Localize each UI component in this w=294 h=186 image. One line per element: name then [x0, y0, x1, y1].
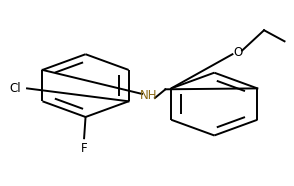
Text: F: F	[81, 142, 87, 155]
Text: Cl: Cl	[9, 82, 21, 95]
Text: O: O	[233, 46, 242, 59]
Text: NH: NH	[140, 89, 157, 102]
